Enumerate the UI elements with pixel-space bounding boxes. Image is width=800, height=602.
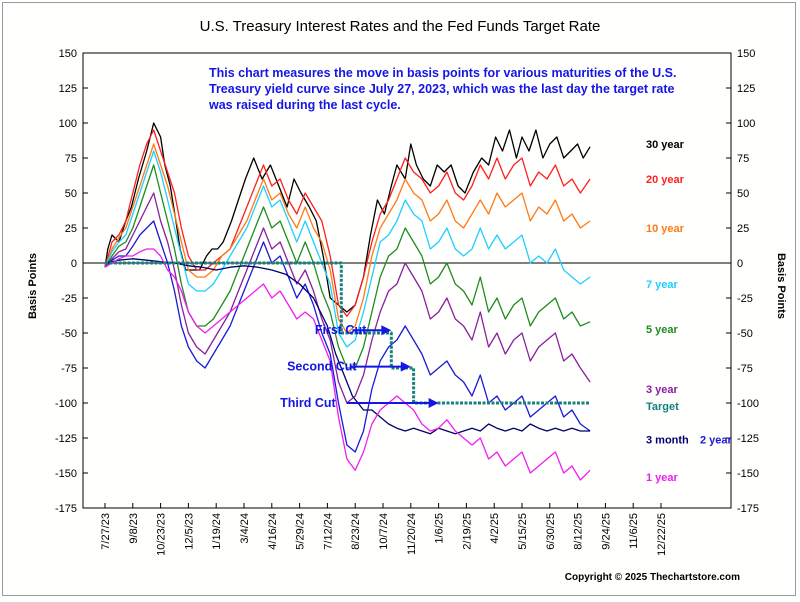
chart-annotation: This chart measures the move in basis po… — [209, 66, 677, 112]
y-tick-label-left: -25 — [61, 293, 77, 305]
series-label: 5 year — [646, 324, 679, 336]
y-axis-title-right: Basis Points — [775, 253, 787, 319]
y-tick-label-right: -100 — [737, 398, 759, 410]
y-tick-label-right: -25 — [737, 293, 753, 305]
y-tick-label-right: 50 — [737, 188, 749, 200]
series-label: Target — [646, 401, 679, 413]
cut-arrow-head — [400, 361, 411, 372]
series-label: 20 year — [646, 174, 685, 186]
y-tick-label-right: 125 — [737, 83, 755, 95]
y-tick-label-left: 100 — [59, 118, 77, 130]
x-tick-label: 11/6/25 — [628, 513, 640, 549]
series-line-10-year — [104, 143, 591, 334]
copyright-text: Copyright © 2025 Thechartstore.com — [564, 572, 740, 583]
series-line-7-year — [104, 150, 591, 348]
cut-arrow-head — [381, 325, 392, 336]
x-tick-label: 1/6/25 — [434, 513, 446, 544]
y-tick-label-left: 0 — [71, 258, 77, 270]
series-line-2-year — [104, 220, 591, 453]
y-tick-label-right: -75 — [737, 363, 753, 375]
x-tick-label: 4/2/25 — [489, 513, 501, 544]
y-tick-label-left: 125 — [59, 83, 77, 95]
x-tick-label: 7/12/24 — [322, 513, 334, 550]
y-tick-label-right: -125 — [737, 433, 759, 445]
series-label: 30 year — [646, 139, 685, 151]
series-line-1-year — [104, 248, 591, 481]
cut-label: Second Cut — [287, 360, 357, 374]
x-tick-label: 10/23/23 — [156, 513, 168, 556]
y-tick-label-left: 25 — [65, 223, 77, 235]
x-tick-label: 10/7/24 — [378, 513, 390, 550]
y-tick-label-left: -100 — [55, 398, 77, 410]
y-tick-label-left: 75 — [65, 153, 77, 165]
series-line-target — [105, 261, 591, 405]
x-tick-label: 1/19/24 — [211, 513, 223, 550]
x-tick-label: 3/4/24 — [239, 513, 251, 544]
series-layer — [104, 122, 591, 481]
y-tick-label-right: -50 — [737, 328, 753, 340]
x-tick-label: 4/16/24 — [267, 513, 279, 550]
y-tick-label-right: 150 — [737, 48, 755, 60]
plot-area — [82, 52, 732, 509]
cut-label: Third Cut — [280, 396, 336, 410]
series-label: 3 month — [646, 434, 689, 446]
chart-frame: U.S. Treasury Interest Rates and the Fed… — [2, 2, 796, 596]
y-axis-title-left: Basis Points — [27, 253, 39, 319]
axes: 150 150 125 125 100 100 75 75 50 50 25 25 0 0 -25 -25 -5… — [55, 48, 759, 556]
y-tick-label-left: -150 — [55, 468, 77, 480]
series-line-20-year — [104, 129, 591, 317]
series-label: 7 year — [646, 279, 679, 291]
y-tick-label-left: -175 — [55, 503, 77, 515]
x-tick-label: 9/8/23 — [128, 513, 140, 544]
x-tick-label: 8/12/25 — [573, 513, 585, 550]
series-labels: 30 year 20 year 10 year 7 year 5 year 3 year T… — [646, 139, 733, 484]
x-tick-label: 5/29/24 — [295, 513, 307, 550]
series-label: 2 year — [700, 434, 733, 446]
series-line-5-year — [104, 164, 591, 369]
x-tick-label: 12/22/25 — [656, 513, 668, 556]
x-tick-label: 7/27/23 — [100, 513, 112, 550]
y-tick-label-left: 150 — [59, 48, 77, 60]
y-tick-label-right: 75 — [737, 153, 749, 165]
chart-svg: U.S. Treasury Interest Rates and the Fed… — [27, 18, 787, 556]
x-tick-label: 11/20/24 — [406, 513, 418, 555]
rate-cut-annotations: First Cut Second Cut Third Cut — [280, 323, 439, 410]
y-tick-label-left: -75 — [61, 363, 77, 375]
x-tick-label: 6/30/25 — [545, 513, 557, 550]
series-label: 10 year — [646, 223, 685, 235]
y-tick-label-right: 0 — [737, 258, 743, 270]
y-tick-label-left: -125 — [55, 433, 77, 445]
y-tick-label-right: 25 — [737, 223, 749, 235]
chart-title: U.S. Treasury Interest Rates and the Fed… — [200, 18, 601, 35]
x-tick-label: 5/15/25 — [517, 513, 529, 550]
series-line-3-month — [104, 258, 591, 435]
y-tick-label-right: 100 — [737, 118, 755, 130]
y-tick-label-right: -175 — [737, 503, 759, 515]
y-tick-label-left: 50 — [65, 188, 77, 200]
series-label: 1 year — [646, 472, 679, 484]
x-tick-label: 12/5/23 — [183, 513, 195, 550]
x-tick-label: 8/23/24 — [350, 513, 362, 550]
cut-arrow-head — [428, 398, 439, 408]
series-label: 3 year — [646, 384, 679, 396]
series-line-3-year — [104, 192, 591, 404]
x-tick-label: 2/19/25 — [461, 513, 473, 550]
x-tick-label: 9/24/25 — [600, 513, 612, 550]
y-tick-label-right: -150 — [737, 468, 759, 480]
y-tick-label-left: -50 — [61, 328, 77, 340]
cut-label: First Cut — [315, 323, 367, 337]
